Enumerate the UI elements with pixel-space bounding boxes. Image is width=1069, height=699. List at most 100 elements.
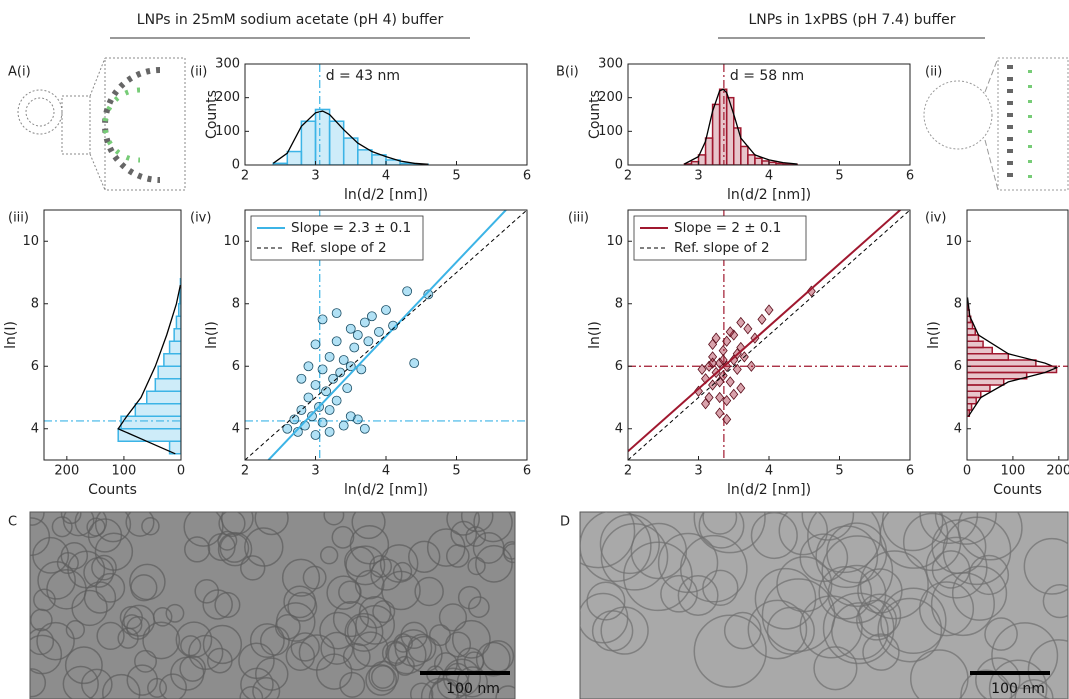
y-tick-label: 8 [31, 296, 39, 311]
scatter-point [363, 336, 374, 347]
x-tick-label: 5 [835, 169, 843, 184]
scatter-point [331, 336, 342, 347]
vesicle [502, 541, 515, 560]
plot-content [44, 278, 181, 455]
histogram-bar [690, 160, 700, 165]
scatter-point [345, 411, 356, 422]
vesicle [450, 520, 478, 548]
x-axis-label: Counts [88, 482, 137, 498]
vesicle [320, 631, 354, 665]
scale-bar-label: 100 nm [991, 681, 1045, 697]
scatter-point [715, 391, 725, 404]
plot-frame [627, 209, 911, 461]
vesicle [392, 561, 413, 582]
scatter-point [725, 326, 735, 338]
vesicle [206, 647, 233, 674]
vesicle [693, 614, 767, 688]
vesicle [880, 587, 947, 654]
histogram-bar [967, 353, 1010, 361]
scatter-point [328, 373, 339, 384]
histogram-bar [967, 378, 1005, 386]
scatter-point [715, 376, 725, 388]
vesicle [902, 512, 962, 572]
scatter-point [335, 367, 346, 378]
scatter-point [310, 339, 321, 350]
scatter-point [715, 407, 725, 419]
histogram-bar [357, 149, 373, 165]
y-tick-label: 6 [232, 359, 240, 374]
panel-label: (ii) [925, 65, 942, 80]
scatter-point [349, 342, 360, 353]
vesicle [988, 659, 1048, 699]
vesicle [580, 512, 636, 569]
fit-curve [684, 88, 798, 165]
scatter-point [409, 358, 420, 369]
vesicle [323, 512, 345, 526]
x-axis-label: ln(d/2 [nm]) [344, 482, 428, 498]
y-tick-label: 8 [954, 296, 962, 311]
scatter-point [704, 360, 714, 372]
vesicle [95, 572, 126, 603]
vesicle [255, 657, 289, 691]
scale-bar-label: 100 nm [446, 681, 500, 697]
histogram-bar [175, 315, 181, 330]
scatter-point [736, 316, 746, 329]
scale-bar [970, 671, 1050, 675]
vesicle [677, 575, 719, 616]
x-tick-label: 5 [452, 169, 460, 184]
plot-frame [43, 209, 182, 461]
vesicle [368, 660, 400, 692]
vesicle [801, 512, 855, 541]
scatter-point [303, 361, 314, 372]
histogram-bar [718, 88, 728, 165]
scatter-point [356, 364, 367, 375]
vesicle [818, 565, 873, 620]
scatter-point [729, 354, 739, 366]
plot-content [683, 64, 798, 165]
vesicle [679, 534, 748, 603]
y-tick-label: 10 [606, 234, 623, 249]
histogram-bar [704, 137, 714, 165]
vesicle [290, 632, 320, 662]
x-tick-label: 2 [241, 464, 249, 479]
histogram-bar [740, 145, 749, 165]
histogram-bar [967, 403, 973, 411]
vesicle [60, 542, 89, 570]
vesicle [761, 578, 836, 652]
vesicle [37, 561, 76, 600]
histogram-bar [134, 403, 181, 417]
legend-box [250, 215, 424, 261]
vesicle [240, 555, 266, 581]
vesicle [287, 591, 318, 622]
panel-label: (iii) [568, 211, 589, 226]
vesicle [64, 646, 103, 685]
scatter-point [342, 383, 353, 394]
vesicle [83, 557, 115, 588]
vesicle [1042, 583, 1068, 619]
plot-content [245, 210, 527, 460]
scatter-point [757, 313, 767, 326]
vesicle [188, 634, 224, 671]
scatter-point [292, 426, 303, 437]
vesicle [352, 631, 389, 668]
histogram-bar [711, 103, 721, 165]
plot-frame [244, 209, 528, 461]
vesicle [94, 512, 132, 543]
y-axis-label: Counts [204, 90, 220, 139]
panel-label: (ii) [190, 65, 207, 80]
scatter-point [693, 385, 704, 397]
y-tick-label: 0 [232, 158, 240, 173]
y-tick-label: 300 [215, 57, 240, 72]
legend-label: Slope = 2.3 ± 0.1 [291, 220, 411, 236]
histogram-bar [117, 428, 181, 442]
scatter-point [345, 323, 356, 334]
plot-frame [627, 63, 911, 166]
x-tick-label: 6 [906, 464, 914, 479]
vesicle [249, 623, 285, 659]
plot-area [44, 210, 181, 460]
x-tick-label: 0 [177, 464, 185, 479]
vesicle [184, 536, 211, 563]
vesicle [436, 667, 470, 699]
legend-box [633, 215, 807, 261]
scatter-point [338, 420, 349, 431]
